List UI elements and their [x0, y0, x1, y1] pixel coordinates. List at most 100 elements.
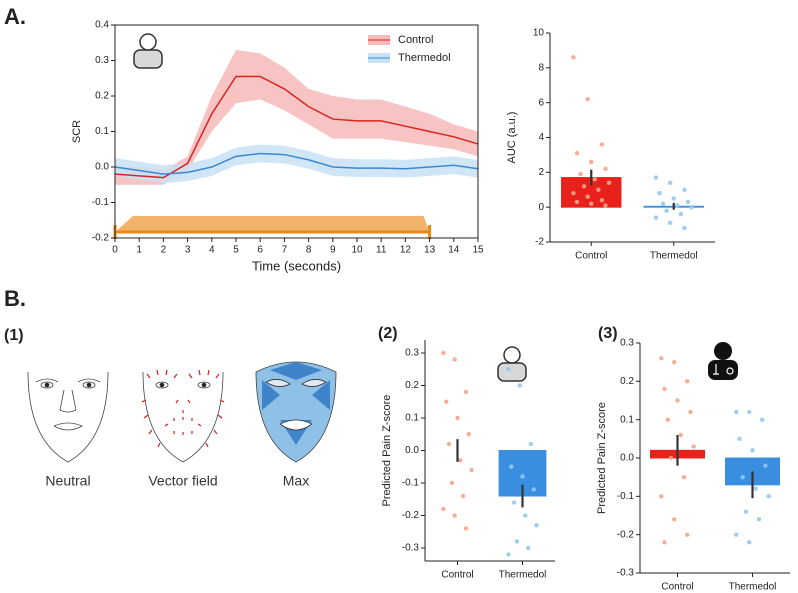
legend-label: Thermedol [398, 52, 451, 64]
series-line [114, 152, 479, 175]
data-point [444, 399, 449, 404]
y-tick-label: 0.1 [95, 126, 109, 137]
y-axis-label: AUC (a.u.) [506, 112, 518, 164]
data-point [756, 517, 762, 522]
data-point [753, 486, 758, 491]
face-neutral [27, 371, 109, 463]
data-point [466, 432, 471, 437]
data-point [455, 415, 460, 421]
x-tick-label: 12 [400, 245, 412, 256]
data-point [452, 513, 457, 518]
x-tick-label: Thermedol [650, 251, 698, 262]
face-label: Max [283, 473, 309, 489]
x-tick-label: 13 [424, 245, 436, 256]
data-point [589, 159, 594, 165]
data-point [766, 494, 771, 499]
x-tick-label: 7 [282, 245, 288, 256]
data-point [578, 171, 583, 177]
y-tick-label: 0.2 [405, 380, 419, 391]
y-tick-label: -0.1 [617, 491, 635, 502]
data-point [734, 532, 739, 537]
y-tick-label: 0.0 [620, 453, 634, 464]
panel-label: B. [4, 286, 26, 311]
data-point [667, 180, 673, 185]
data-point [760, 417, 765, 422]
data-point [659, 494, 664, 499]
data-point [672, 359, 677, 365]
data-point [469, 467, 474, 473]
data-point [667, 220, 673, 226]
data-point [740, 474, 745, 480]
data-point [664, 208, 669, 213]
y-axis-label: Predicted Pain Z-score [381, 395, 393, 507]
data-point [463, 389, 469, 395]
y-tick-label: 6 [538, 97, 544, 108]
x-tick-label: 11 [376, 245, 387, 256]
y-tick-label: -0.3 [617, 568, 635, 579]
data-point [675, 398, 680, 403]
data-point [659, 356, 664, 361]
data-point [681, 474, 687, 480]
y-tick-label: 2 [538, 167, 544, 178]
y-tick-label: 0.1 [620, 414, 634, 425]
y-axis-label: SCR [71, 120, 83, 143]
data-point [685, 199, 691, 205]
data-point [441, 350, 446, 356]
x-tick-label: 0 [112, 245, 118, 256]
data-point [534, 523, 539, 528]
stimulus-ramp [115, 216, 430, 232]
data-point [458, 458, 463, 463]
data-point [603, 166, 608, 172]
data-point [734, 409, 739, 415]
y-tick-label: 0.4 [95, 20, 109, 31]
x-tick-label: Control [661, 582, 693, 593]
data-point [520, 474, 525, 479]
data-point [574, 150, 580, 156]
x-tick-label: Control [575, 251, 607, 262]
data-point [441, 506, 446, 512]
data-point [506, 367, 511, 372]
data-point [672, 517, 677, 522]
data-point [531, 487, 536, 492]
data-point [452, 357, 457, 362]
panel-label: (1) [4, 327, 24, 344]
data-point [682, 225, 687, 231]
data-point [668, 455, 674, 461]
y-tick-label: -2 [535, 237, 544, 248]
face-max [255, 361, 337, 463]
data-point [747, 409, 752, 415]
data-point [675, 203, 680, 208]
y-tick-label: 0.1 [405, 413, 419, 424]
data-point [685, 379, 690, 384]
panel-label: (2) [378, 325, 398, 342]
data-point [460, 493, 466, 499]
x-tick-label: 6 [257, 245, 263, 256]
x-tick-label: 3 [185, 245, 191, 256]
data-point [589, 201, 594, 206]
data-point [528, 441, 534, 447]
x-tick-label: 8 [306, 245, 312, 256]
x-tick-label: 1 [136, 245, 142, 256]
y-tick-label: 0.2 [95, 91, 109, 102]
data-point [571, 55, 576, 60]
y-tick-label: 8 [538, 62, 544, 73]
data-point [662, 386, 667, 392]
data-point [523, 513, 528, 518]
data-point [657, 191, 662, 196]
x-tick-label: Thermedol [499, 570, 547, 581]
y-tick-label: 0.0 [95, 162, 109, 173]
y-tick-label: -0.3 [402, 543, 420, 554]
data-point [691, 444, 696, 449]
data-point [592, 177, 598, 182]
x-tick-label: 15 [472, 245, 484, 256]
x-tick-label: 4 [209, 245, 215, 256]
panel-label: (3) [598, 325, 618, 342]
y-tick-label: 0.3 [405, 348, 419, 359]
y-tick-label: 4 [538, 132, 544, 143]
y-tick-label: -0.2 [617, 529, 635, 540]
y-tick-label: 0 [538, 202, 544, 213]
data-point [653, 175, 659, 180]
data-point [662, 540, 667, 545]
data-point [581, 184, 587, 189]
